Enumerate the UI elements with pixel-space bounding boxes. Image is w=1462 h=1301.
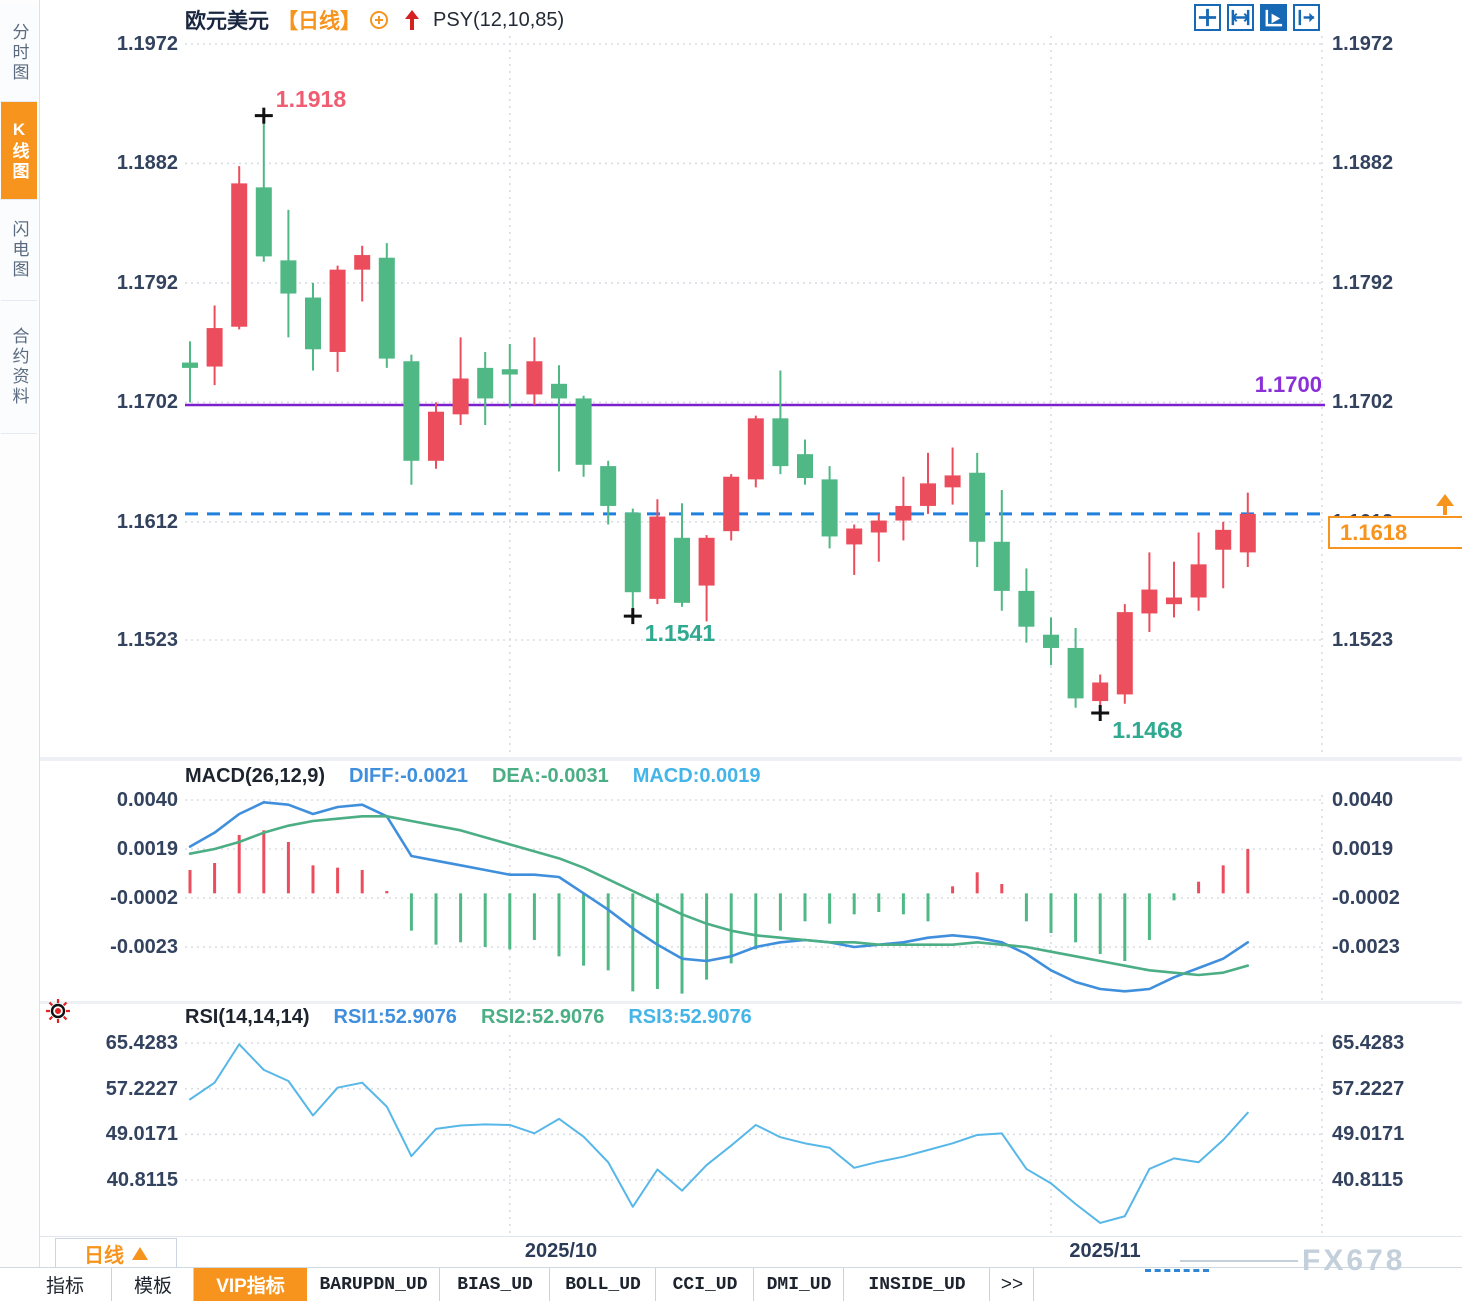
axis-pointer-icon[interactable]	[1260, 4, 1287, 31]
rsi-params-label[interactable]: RSI(14,14,14)	[185, 1006, 310, 1028]
up-arrow-icon	[403, 9, 421, 31]
tab-inside-ud[interactable]: INSIDE_UD	[844, 1268, 990, 1301]
price-up-arrow-stem	[1443, 505, 1447, 515]
blue-dashes-decoration	[1145, 1269, 1209, 1272]
tab-template[interactable]: 模板	[112, 1268, 194, 1301]
sidebar-tab-timeshare[interactable]: 分时图	[1, 4, 37, 102]
rsi3-value: RSI3:52.9076	[628, 1006, 752, 1028]
add-indicator-icon[interactable]	[369, 10, 389, 30]
period-tag[interactable]: 【日线】	[277, 10, 361, 33]
symbol-name: 欧元美元	[185, 10, 269, 33]
tab-more[interactable]: >>	[990, 1268, 1034, 1301]
chart-toolbar	[1194, 4, 1320, 31]
price-up-arrow-icon	[1436, 494, 1454, 506]
macd-value: MACD:0.0019	[632, 765, 761, 787]
collapse-icon[interactable]	[1293, 4, 1320, 31]
macd-header: MACD(26,12,9) DIFF:-0.0021 DEA:-0.0031 M…	[185, 765, 761, 788]
x-axis-label-nov: 2025/11	[1069, 1240, 1141, 1262]
rsi-header: RSI(14,14,14) RSI1:52.9076 RSI2:52.9076 …	[185, 1006, 752, 1029]
macd-diff-value: DIFF:-0.0021	[349, 765, 468, 787]
chart-title-row: 欧元美元 【日线】 PSY(12,10,85)	[185, 6, 564, 34]
sidebar: 分时图 K线图 闪电图 合约资料	[0, 0, 40, 1300]
tab-indicator[interactable]: 指标	[18, 1268, 112, 1301]
last-price-tag[interactable]: 1.1618	[1328, 516, 1462, 549]
tab-dmi-ud[interactable]: DMI_UD	[754, 1268, 844, 1301]
panel-divider-2	[40, 1001, 1462, 1004]
tab-vip-indicator[interactable]: VIP指标	[194, 1268, 307, 1301]
indicator-tab-bar: 指标 模板 VIP指标 BARUPDN_UD BIAS_UD BOLL_UD C…	[0, 1267, 1462, 1301]
macd-dea-value: DEA:-0.0031	[491, 765, 609, 787]
tab-barupdn-ud[interactable]: BARUPDN_UD	[307, 1268, 440, 1301]
rsi2-value: RSI2:52.9076	[480, 1006, 605, 1028]
period-selector-label: 日线	[84, 1244, 124, 1267]
rsi1-value: RSI1:52.9076	[333, 1006, 457, 1028]
sidebar-tab-lightning[interactable]: 闪电图	[1, 200, 37, 301]
indicator-settings-icon[interactable]	[44, 997, 72, 1030]
tab-boll-ud[interactable]: BOLL_UD	[550, 1268, 656, 1301]
pan-icon[interactable]	[1194, 4, 1221, 31]
x-axis-row	[40, 1236, 1462, 1268]
panel-divider-1	[40, 757, 1462, 761]
watermark: FX678	[1302, 1244, 1406, 1277]
axis-range-icon[interactable]	[1227, 4, 1254, 31]
macd-params-label[interactable]: MACD(26,12,9)	[185, 765, 326, 787]
sidebar-tab-kline[interactable]: K线图	[1, 102, 37, 200]
tab-bias-ud[interactable]: BIAS_UD	[440, 1268, 550, 1301]
tab-cci-ud[interactable]: CCI_UD	[656, 1268, 754, 1301]
overlay-indicator-label[interactable]: PSY(12,10,85)	[433, 8, 565, 31]
watermark-line	[1180, 1260, 1298, 1262]
period-dropdown-icon	[132, 1246, 148, 1260]
sidebar-tab-contract-info[interactable]: 合约资料	[1, 301, 37, 434]
x-axis-label-oct: 2025/10	[524, 1240, 598, 1262]
